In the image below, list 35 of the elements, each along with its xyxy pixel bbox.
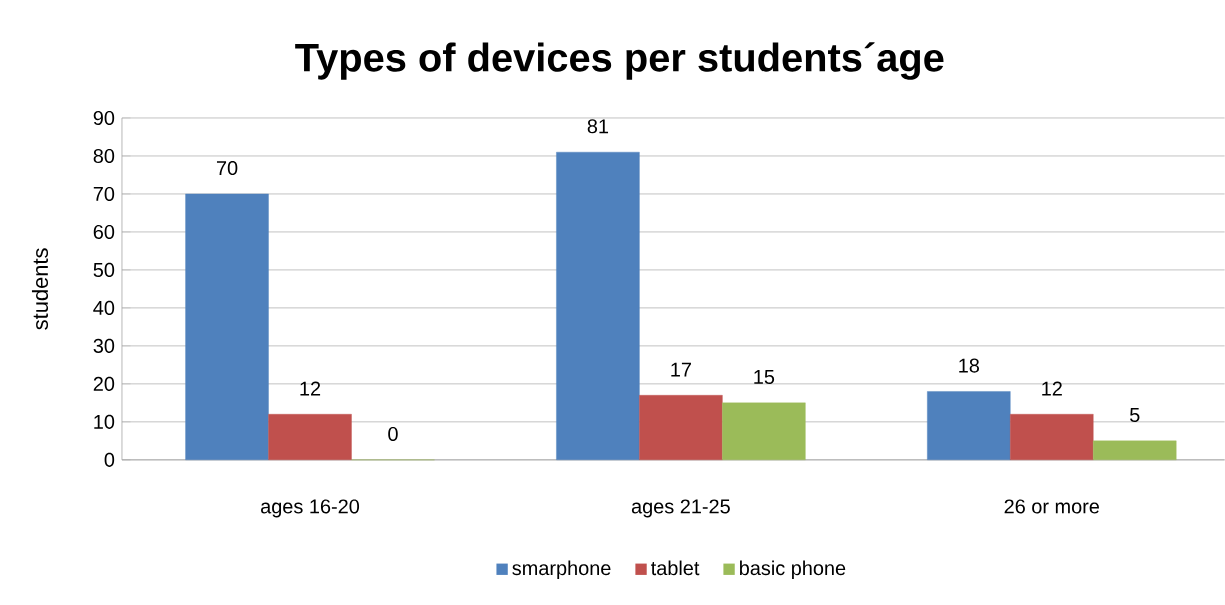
legend-label: tablet (651, 560, 700, 576)
y-tick-label: 30 (93, 338, 115, 354)
bar (1010, 414, 1094, 461)
bar (185, 193, 269, 461)
y-tick-label: 0 (104, 452, 115, 467)
bar (927, 391, 1011, 461)
x-tick-label: ages 16-20 (261, 499, 360, 518)
chart-title: Types of devices per students´age (295, 42, 944, 80)
data-label: 81 (587, 119, 609, 134)
bar (268, 414, 352, 461)
y-tick-label: 70 (93, 186, 115, 202)
legend-label: smarphone (512, 560, 611, 580)
bar (1093, 440, 1177, 461)
legend-label: basic phone (740, 560, 846, 580)
y-tick-label: 10 (94, 414, 115, 429)
data-label: 18 (959, 358, 980, 373)
y-tick-label: 20 (93, 376, 115, 392)
x-tick-label: 26 or more (1004, 499, 1100, 514)
bar (556, 152, 640, 461)
bar (722, 402, 806, 461)
y-axis-title: students (31, 248, 49, 330)
data-label: 0 (388, 427, 398, 442)
data-label: 12 (1042, 381, 1062, 396)
data-label: 12 (300, 381, 321, 396)
y-tick-label: 50 (93, 262, 115, 278)
x-tick-label: ages 21-25 (631, 499, 730, 518)
y-tick-label: 40 (93, 300, 115, 316)
y-tick-label: 90 (93, 111, 115, 126)
data-label: 5 (1130, 408, 1140, 423)
y-tick-label: 80 (93, 149, 115, 164)
data-label: 15 (754, 370, 775, 385)
y-tick-label: 60 (93, 224, 115, 240)
bar (639, 395, 723, 461)
data-label: 70 (216, 161, 238, 176)
data-label: 17 (671, 362, 691, 377)
